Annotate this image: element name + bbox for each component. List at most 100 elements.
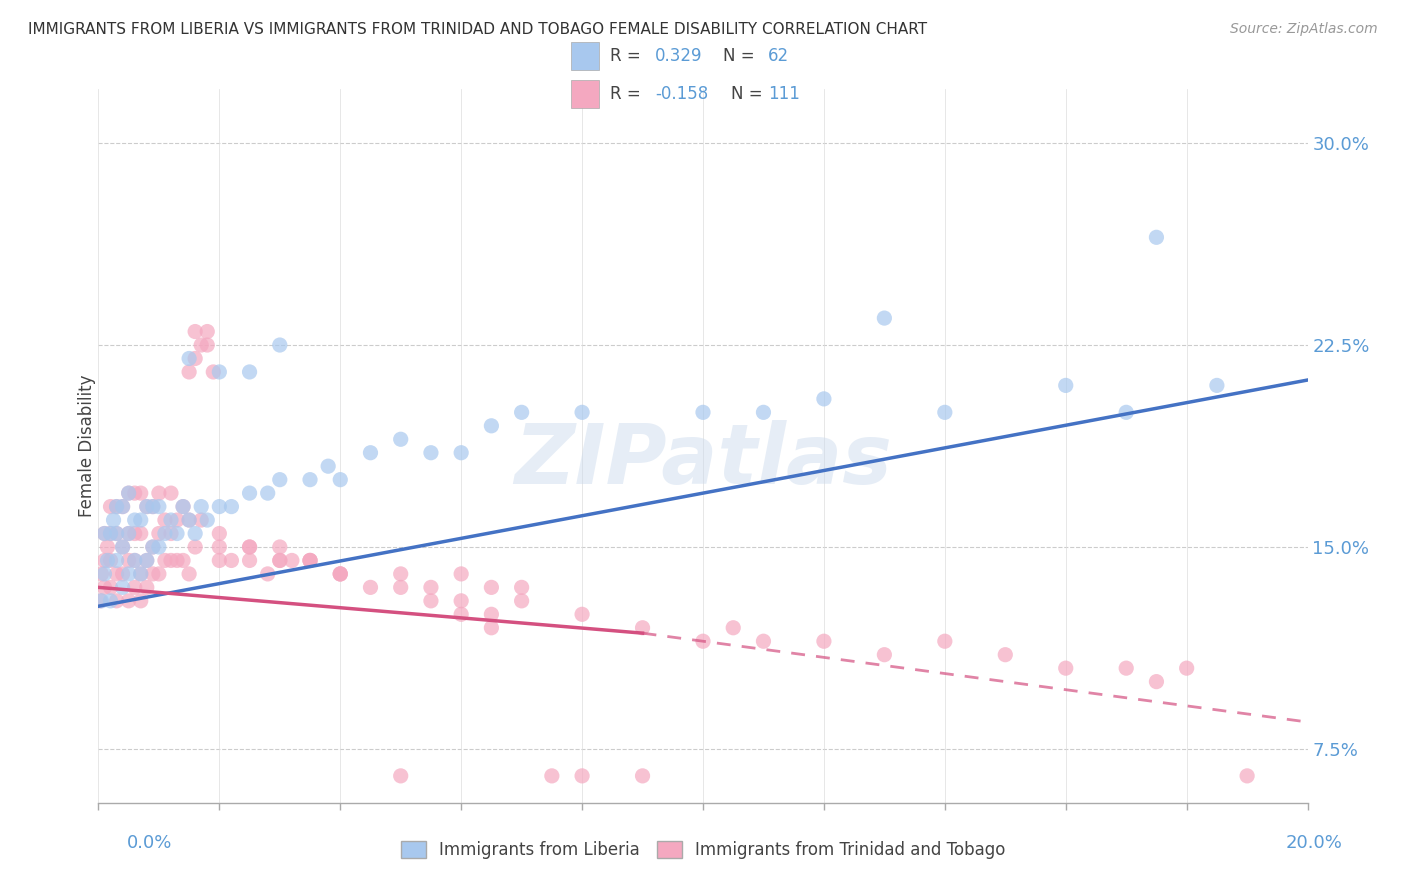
Text: 0.0%: 0.0%: [127, 834, 172, 852]
Point: [360, 446, 382, 460]
Point: [118, 553, 141, 567]
Point: [160, 486, 183, 500]
Point: [873, 311, 896, 326]
Point: [129, 513, 152, 527]
Point: [118, 526, 141, 541]
Point: [481, 418, 503, 433]
Point: [389, 580, 412, 594]
Point: [105, 594, 128, 608]
Point: [129, 486, 152, 500]
Point: [389, 566, 412, 581]
Point: [184, 540, 207, 554]
Point: [329, 473, 352, 487]
Point: [269, 553, 291, 567]
Point: [316, 459, 339, 474]
Point: [105, 500, 128, 514]
Point: [190, 500, 212, 514]
Text: R =: R =: [610, 85, 641, 103]
Text: 20.0%: 20.0%: [1286, 834, 1343, 852]
Point: [256, 486, 278, 500]
Point: [93, 526, 115, 541]
Point: [208, 500, 231, 514]
Point: [124, 553, 146, 567]
Point: [96, 553, 118, 567]
Point: [172, 500, 194, 514]
Point: [723, 621, 745, 635]
Point: [166, 513, 188, 527]
Point: [93, 553, 115, 567]
Point: [510, 405, 533, 419]
Point: [1175, 661, 1198, 675]
Point: [179, 513, 201, 527]
Text: Source: ZipAtlas.com: Source: ZipAtlas.com: [1230, 22, 1378, 37]
Point: [124, 553, 146, 567]
Point: [142, 566, 165, 581]
Point: [179, 566, 201, 581]
Point: [190, 513, 212, 527]
Point: [100, 500, 122, 514]
Text: ZIPatlas: ZIPatlas: [515, 420, 891, 500]
Point: [153, 526, 176, 541]
Point: [166, 553, 188, 567]
Point: [142, 540, 165, 554]
Text: N =: N =: [731, 85, 762, 103]
Point: [90, 566, 112, 581]
Point: [239, 540, 262, 554]
Point: [111, 540, 134, 554]
Point: [752, 634, 775, 648]
Point: [450, 446, 472, 460]
Point: [118, 526, 141, 541]
Point: [184, 325, 207, 339]
Text: IMMIGRANTS FROM LIBERIA VS IMMIGRANTS FROM TRINIDAD AND TOBAGO FEMALE DISABILITY: IMMIGRANTS FROM LIBERIA VS IMMIGRANTS FR…: [28, 22, 927, 37]
Point: [752, 405, 775, 419]
Point: [124, 486, 146, 500]
Point: [934, 405, 956, 419]
Point: [631, 621, 654, 635]
Point: [994, 648, 1017, 662]
Point: [111, 540, 134, 554]
Point: [540, 769, 562, 783]
Point: [142, 540, 165, 554]
Point: [172, 500, 194, 514]
Point: [299, 553, 322, 567]
Point: [111, 566, 134, 581]
Point: [100, 594, 122, 608]
Point: [389, 432, 412, 446]
Point: [100, 526, 122, 541]
Point: [111, 500, 134, 514]
Point: [135, 500, 157, 514]
Point: [184, 526, 207, 541]
Text: -0.158: -0.158: [655, 85, 709, 103]
Point: [299, 553, 322, 567]
Point: [420, 446, 443, 460]
Text: N =: N =: [723, 47, 754, 65]
Point: [118, 486, 141, 500]
Point: [934, 634, 956, 648]
Point: [184, 351, 207, 366]
Point: [329, 566, 352, 581]
Point: [105, 553, 128, 567]
Point: [510, 594, 533, 608]
Point: [105, 526, 128, 541]
Point: [221, 500, 243, 514]
Point: [873, 648, 896, 662]
Point: [148, 486, 170, 500]
Point: [135, 553, 157, 567]
Point: [100, 580, 122, 594]
Point: [142, 500, 165, 514]
Point: [1115, 661, 1137, 675]
Point: [90, 594, 112, 608]
Point: [111, 580, 134, 594]
Text: 0.329: 0.329: [655, 47, 703, 65]
Point: [208, 365, 231, 379]
Point: [105, 500, 128, 514]
Point: [118, 486, 141, 500]
Point: [269, 473, 291, 487]
Point: [281, 553, 304, 567]
Legend: Immigrants from Liberia, Immigrants from Trinidad and Tobago: Immigrants from Liberia, Immigrants from…: [394, 834, 1012, 866]
Point: [195, 338, 218, 352]
Point: [148, 500, 170, 514]
Point: [329, 566, 352, 581]
Point: [93, 566, 115, 581]
Point: [129, 566, 152, 581]
